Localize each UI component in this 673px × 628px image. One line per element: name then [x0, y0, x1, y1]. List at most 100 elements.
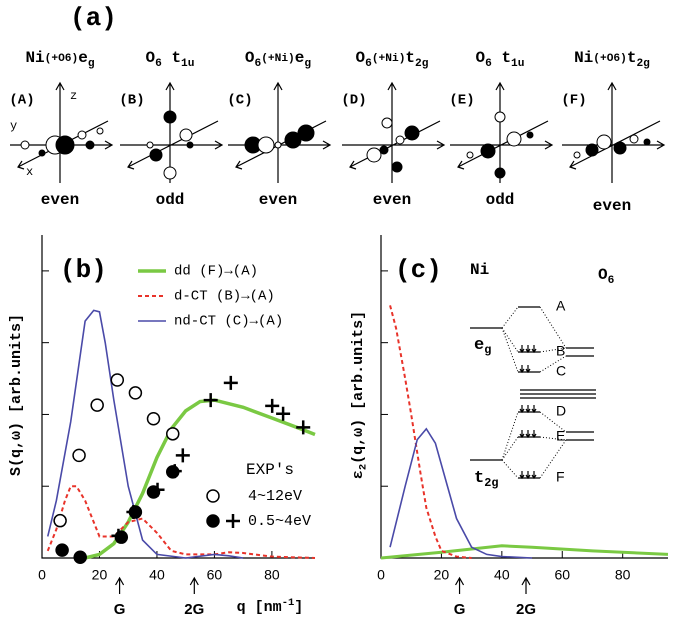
text-piece: 6: [485, 58, 492, 70]
filled-point: [55, 543, 69, 557]
text-piece: S(q,ω) [arb.units]: [8, 314, 25, 476]
orbital-label: O6(+Ni)t2g: [356, 49, 429, 70]
orbital-lobe: [494, 167, 506, 179]
text-piece: -1: [282, 597, 295, 609]
x-axis-label: q [nm-1]: [237, 597, 304, 616]
text-piece: 6: [608, 275, 615, 287]
level-connectors: [501, 306, 567, 479]
open-point: [53, 513, 67, 528]
orbital-letter: (F): [561, 93, 586, 109]
electron-arrow: [519, 471, 525, 480]
text-piece: (+O6): [593, 53, 627, 65]
electron-arrow: [525, 471, 531, 480]
orbital-lobe: [381, 117, 393, 129]
level-label: A: [556, 298, 566, 314]
text-piece: O: [356, 49, 366, 67]
series-line: [389, 305, 472, 559]
legend-title: EXP's: [246, 461, 294, 479]
text-piece: 2: [357, 464, 369, 470]
legend-label: d-CT (B)→(A): [174, 289, 275, 305]
series-line: [46, 309, 244, 559]
cross-point: [167, 464, 182, 479]
text-piece: Ni: [25, 49, 44, 67]
text-piece: O: [245, 49, 255, 67]
orbital-lobe: [163, 166, 177, 180]
cross-point: [111, 528, 126, 543]
cross-point: [223, 375, 238, 390]
orbital-lobe: [20, 140, 30, 150]
orbital-lobe: [85, 140, 95, 150]
legend-label: dd (F)→(A): [174, 264, 258, 280]
electron-arrow: [519, 365, 525, 374]
text-piece: (+O6): [45, 53, 79, 65]
text-piece: g: [484, 343, 491, 357]
orbital-lobe: [480, 143, 496, 159]
text-piece: (+Ni): [372, 53, 406, 65]
cross-point: [203, 393, 218, 408]
orbital-lobe: [643, 138, 651, 146]
cross-point: [226, 514, 240, 528]
orbital-label: O6 t1u: [146, 49, 195, 70]
electron-arrow: [519, 430, 525, 439]
axis: [120, 81, 224, 183]
x-tick-label: 80: [264, 567, 280, 583]
annotation: 2G: [516, 601, 536, 618]
orbital-lobe: [494, 111, 506, 123]
electron-arrow: [525, 345, 531, 354]
open-point: [128, 386, 143, 400]
text-piece: 2g: [415, 58, 429, 70]
electron-arrow: [519, 345, 525, 354]
text-piece: (+Ni): [261, 53, 295, 65]
filled-point: [73, 550, 87, 565]
level-label: B: [556, 343, 565, 359]
text-piece: 1u: [181, 58, 194, 70]
open-point: [166, 427, 180, 441]
orbital-lobe: [55, 135, 75, 155]
panel-title: (c): [395, 255, 442, 285]
x-tick-label: 60: [207, 567, 223, 583]
axis: [450, 81, 554, 183]
text-piece: g: [304, 58, 311, 70]
text-piece: O: [476, 49, 486, 67]
orbital-lobe: [96, 127, 104, 135]
text-piece: 6: [365, 58, 372, 70]
cross-point: [265, 398, 280, 413]
orbital-letter: (D): [341, 93, 366, 109]
annotation: G: [114, 601, 126, 618]
x-tick-label: 20: [434, 567, 450, 583]
inset-label: eg: [474, 336, 491, 357]
orbital-label: Ni(+O6)eg: [25, 49, 94, 70]
annotation-arrow: [521, 576, 531, 594]
orbital-lobe: [284, 131, 302, 149]
orbital-lobe: [257, 136, 275, 154]
legend-label: 4~12eV: [248, 488, 302, 505]
cross-point: [175, 448, 190, 463]
y-axis-label: S(q,ω) [arb.units]: [8, 314, 25, 476]
electron-arrow: [531, 345, 537, 354]
orbital-letter: (A): [9, 93, 34, 109]
orbital-lobe: [395, 135, 405, 145]
text-piece: q [nm: [237, 599, 282, 616]
annotation: 2G: [184, 601, 204, 618]
inset-label: t2g: [474, 469, 498, 490]
panel-title: (a): [70, 3, 117, 33]
x-tick-label: 0: [38, 567, 46, 583]
cross-point: [126, 505, 141, 520]
annotation: G: [454, 601, 466, 618]
text-piece: t: [162, 49, 181, 67]
open-point: [146, 412, 161, 426]
x-tick-label: 40: [149, 567, 165, 583]
axis-label: y: [10, 119, 17, 133]
series-line: [46, 485, 316, 559]
text-piece: Ni: [470, 261, 489, 279]
cross-point: [296, 420, 311, 435]
open-point: [72, 448, 86, 463]
orbital-lobe: [366, 147, 382, 163]
text-piece: t: [492, 49, 511, 67]
orbital-lobe: [146, 141, 154, 149]
text-piece: e: [474, 336, 484, 355]
orbital-lobe: [186, 141, 194, 149]
axis: [342, 81, 446, 183]
series-line: [389, 427, 533, 559]
text-piece: t: [474, 469, 484, 488]
